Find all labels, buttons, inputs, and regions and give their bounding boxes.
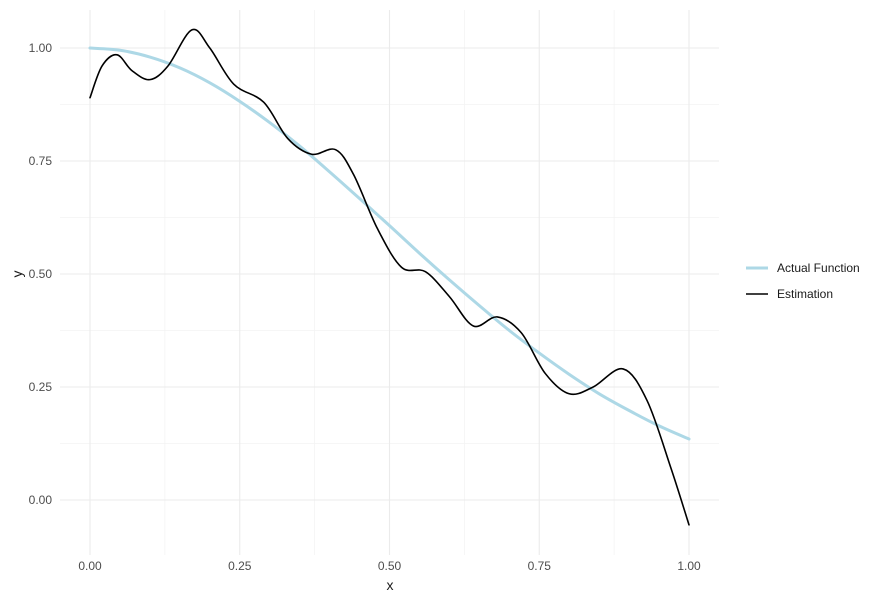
y-tick-label: 0.50 [29,267,53,281]
legend-label: Estimation [777,287,833,301]
x-tick-label: 0.75 [528,559,552,573]
series-line-estimation [89,28,690,526]
series-lines [88,28,691,526]
y-tick-label: 0.25 [29,380,53,394]
x-tick-label: 0.00 [78,559,102,573]
y-tick-label: 0.75 [29,154,53,168]
grid [60,10,719,555]
x-axis: 0.00 0.25 0.50 0.75 1.00 [78,559,701,573]
legend: Actual Function Estimation [746,261,860,301]
y-tick-label: 0.00 [29,493,53,507]
y-tick-label: 1.00 [29,41,53,55]
x-tick-label: 0.50 [378,559,402,573]
x-tick-label: 1.00 [677,559,701,573]
x-axis-title: x [387,577,394,593]
legend-label: Actual Function [777,261,860,275]
y-axis: 0.00 0.25 0.50 0.75 1.00 [29,41,53,507]
x-tick-label: 0.25 [228,559,252,573]
y-axis-title: y [9,271,25,278]
